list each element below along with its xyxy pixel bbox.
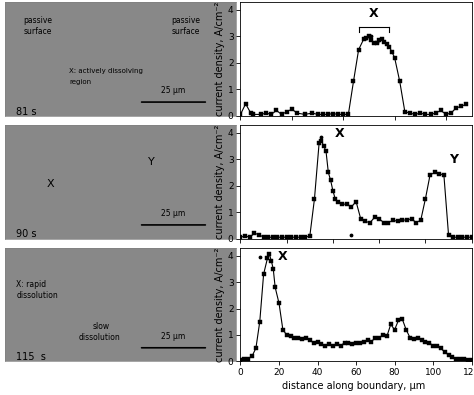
Text: X: actively dissolving: X: actively dissolving (70, 68, 143, 74)
Text: surface: surface (23, 27, 52, 36)
Text: X: X (369, 7, 379, 19)
Text: passive: passive (23, 16, 52, 24)
Text: 81 s: 81 s (16, 107, 37, 117)
Text: 25 μm: 25 μm (161, 86, 186, 95)
Text: 25 μm: 25 μm (161, 332, 186, 341)
Text: 25 μm: 25 μm (161, 209, 186, 218)
Text: 90 s: 90 s (16, 229, 37, 239)
Y-axis label: current density, A/cm⁻²: current density, A/cm⁻² (215, 124, 225, 239)
Text: region: region (70, 79, 91, 85)
Text: dissolution: dissolution (16, 291, 58, 300)
Text: Y: Y (448, 153, 457, 166)
Text: slow: slow (92, 322, 109, 331)
Text: passive: passive (171, 16, 200, 24)
Y-axis label: current density, A/cm⁻²: current density, A/cm⁻² (215, 2, 225, 116)
Text: X: X (278, 250, 288, 263)
Text: 115  s: 115 s (16, 352, 46, 362)
Text: Y: Y (148, 157, 155, 167)
Text: distance along boundary, μm: distance along boundary, μm (282, 381, 425, 391)
Text: X: rapid: X: rapid (16, 280, 46, 288)
Y-axis label: current density, A/cm⁻²: current density, A/cm⁻² (215, 247, 225, 362)
Text: X: X (335, 127, 345, 140)
Text: surface: surface (171, 27, 200, 36)
Text: dissolution: dissolution (79, 333, 120, 342)
Text: X: X (46, 179, 54, 190)
